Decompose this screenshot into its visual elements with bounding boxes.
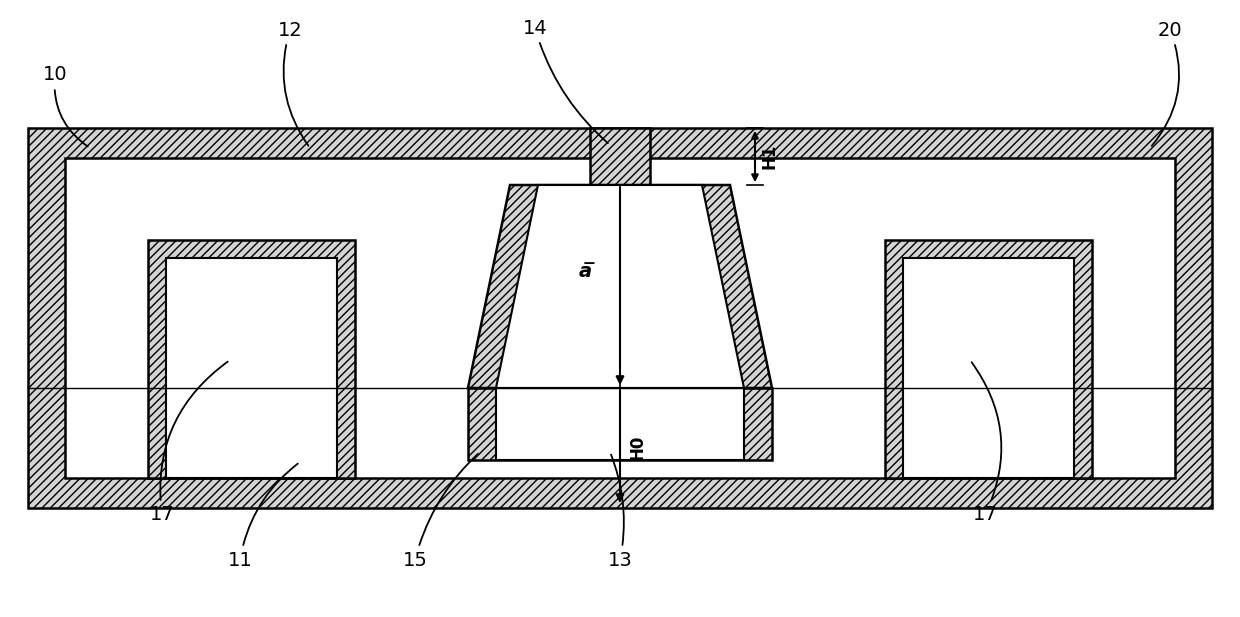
Text: 11: 11 [228, 464, 298, 569]
Bar [64, 158, 1176, 478]
Bar [29, 128, 1211, 508]
Bar [496, 388, 744, 460]
Text: 17: 17 [150, 362, 228, 524]
Bar [885, 240, 1092, 478]
Text: 13: 13 [608, 455, 632, 569]
Text: a̅: a̅ [578, 262, 591, 281]
Text: 20: 20 [1152, 20, 1182, 146]
Text: 17: 17 [972, 362, 1002, 524]
Polygon shape [496, 185, 744, 388]
Text: H0: H0 [627, 434, 646, 460]
Bar [467, 388, 773, 460]
Bar [590, 128, 650, 185]
Text: H1: H1 [760, 144, 777, 169]
Bar [148, 240, 355, 478]
Bar [166, 258, 337, 478]
Bar [903, 258, 1074, 478]
Polygon shape [467, 185, 773, 388]
Text: 10: 10 [42, 65, 88, 146]
Text: 15: 15 [403, 454, 477, 569]
Text: 14: 14 [522, 19, 608, 143]
Text: 12: 12 [278, 20, 309, 146]
